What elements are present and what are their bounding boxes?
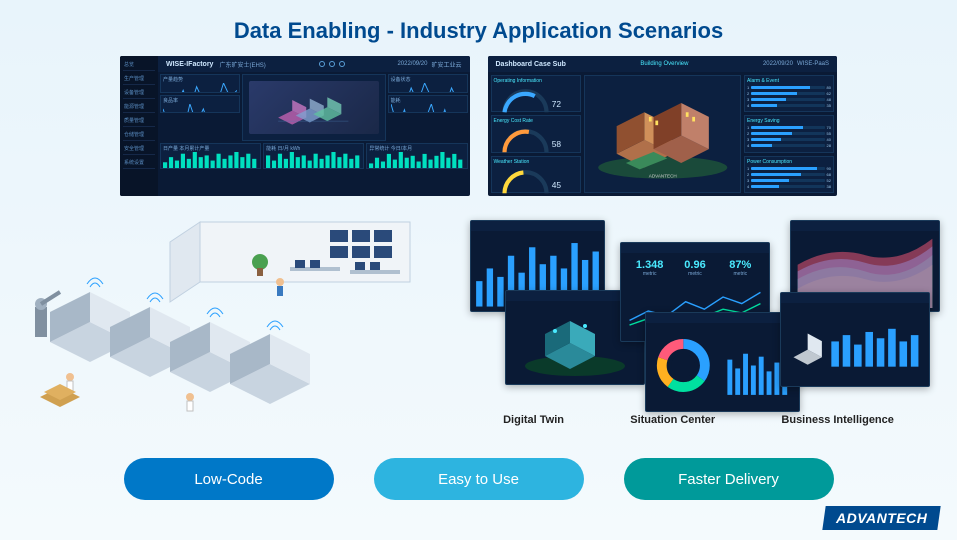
- bar-chart: [369, 152, 464, 169]
- gear-icon: [339, 61, 345, 67]
- sidebar-item: 能源管理: [123, 101, 155, 113]
- rank-panel: Alarm & Event180262348435: [744, 75, 834, 112]
- dashboard2-date: 2022/09/20: [763, 61, 793, 67]
- dashboard2-center-label: Building Overview: [640, 61, 688, 67]
- rank-panel: Power Consumption190268352438: [744, 156, 834, 193]
- top-dashboards-row: 总览生产管理设备管理能源管理质量管理仓储管理安全管理系统设置 WISE-IFac…: [0, 56, 957, 196]
- sidebar-item: 生产管理: [123, 73, 155, 85]
- sidebar-item: 安全管理: [123, 143, 155, 155]
- sidebar-item: 设备管理: [123, 87, 155, 99]
- bar-chart: [266, 152, 361, 169]
- dashboard2-body: ADVANTECH Operating Information72Energy …: [488, 72, 838, 196]
- feature-pill: Low-Code: [124, 458, 334, 500]
- dashboard1-3d-view: [242, 74, 386, 141]
- dashboard1-body: 产量趋势 良品率: [158, 72, 470, 196]
- panel-label: 能耗: [391, 97, 401, 104]
- dashboard1-sidebar: 总览生产管理设备管理能源管理质量管理仓储管理安全管理系统设置: [120, 56, 158, 196]
- scenario-label: Digital Twin: [503, 414, 564, 426]
- panel-label: 异常统计 今日/本月: [369, 145, 412, 152]
- panel-label: 能耗 日/月 kWh: [266, 145, 300, 152]
- sparkline-chart: [163, 83, 237, 93]
- scenario-cluster: 1.348metric0.96metric87%metric Digital T…: [470, 212, 927, 422]
- scenario-tile: [645, 312, 800, 412]
- scenario-labels: Digital Twin Situation Center Business I…: [470, 414, 927, 426]
- panel-label: 设备状态: [391, 76, 411, 83]
- cloud-icon: [329, 61, 335, 67]
- dashboard1-header: WISE-IFactory 广东旷安士(EHS) 2022/09/20 旷安工业…: [158, 56, 470, 72]
- dashboard1-date: 2022/09/20: [397, 61, 427, 67]
- scenario-label: Situation Center: [630, 414, 715, 426]
- gauge-panel: Weather Station45: [491, 156, 581, 193]
- dashboard2-title: Dashboard Case Sub: [496, 61, 566, 68]
- sparkline-chart: [391, 104, 465, 114]
- rank-panel: Energy Saving170255340428: [744, 115, 834, 152]
- isometric-factory-illustration: [30, 212, 450, 412]
- svg-text:58: 58: [551, 139, 561, 149]
- dashboard2-right-label: WISE-PaaS: [797, 61, 829, 67]
- dashboard2-header: Dashboard Case Sub Building Overview 202…: [488, 56, 838, 72]
- sidebar-item: 总览: [123, 59, 155, 71]
- dashboard1-right-label: 旷安工业云: [431, 60, 461, 69]
- pill-row: Low-Code Easy to Use Faster Delivery: [0, 458, 957, 500]
- svg-text:ADVANTECH: ADVANTECH: [648, 174, 676, 179]
- scenario-label: Business Intelligence: [781, 414, 893, 426]
- panel-label: 日产量 本月累计产量: [163, 145, 209, 152]
- panel-label: 良品率: [163, 97, 178, 104]
- advantech-logo: ADVANTECH: [822, 506, 941, 530]
- svg-text:72: 72: [551, 99, 561, 109]
- dashboard1-title: WISE-IFactory: [166, 61, 213, 68]
- sparkline-chart: [163, 104, 237, 114]
- spark-icon: [319, 61, 325, 67]
- sidebar-item: 系统设置: [123, 157, 155, 169]
- dashboard-building: Dashboard Case Sub Building Overview 202…: [488, 56, 838, 196]
- dashboard2-3d-view: ADVANTECH: [584, 75, 742, 193]
- mid-row: 1.348metric0.96metric87%metric Digital T…: [0, 196, 957, 422]
- dashboard1-subtitle: 广东旷安士(EHS): [219, 60, 265, 69]
- scenario-tile: [780, 292, 930, 387]
- bar-chart: [163, 152, 258, 169]
- panel-label: 产量趋势: [163, 76, 183, 83]
- gauge-panel: Operating Information72: [491, 75, 581, 112]
- feature-pill: Faster Delivery: [624, 458, 834, 500]
- dashboard1-header-icons: [319, 61, 345, 67]
- sparkline-chart: [391, 83, 465, 93]
- sidebar-item: 质量管理: [123, 115, 155, 127]
- sidebar-item: 仓储管理: [123, 129, 155, 141]
- page-title: Data Enabling - Industry Application Sce…: [0, 0, 957, 56]
- feature-pill: Easy to Use: [374, 458, 584, 500]
- gauge-panel: Energy Cost Rate58: [491, 115, 581, 152]
- dashboard-ifactory: 总览生产管理设备管理能源管理质量管理仓储管理安全管理系统设置 WISE-IFac…: [120, 56, 470, 196]
- svg-text:45: 45: [551, 180, 561, 190]
